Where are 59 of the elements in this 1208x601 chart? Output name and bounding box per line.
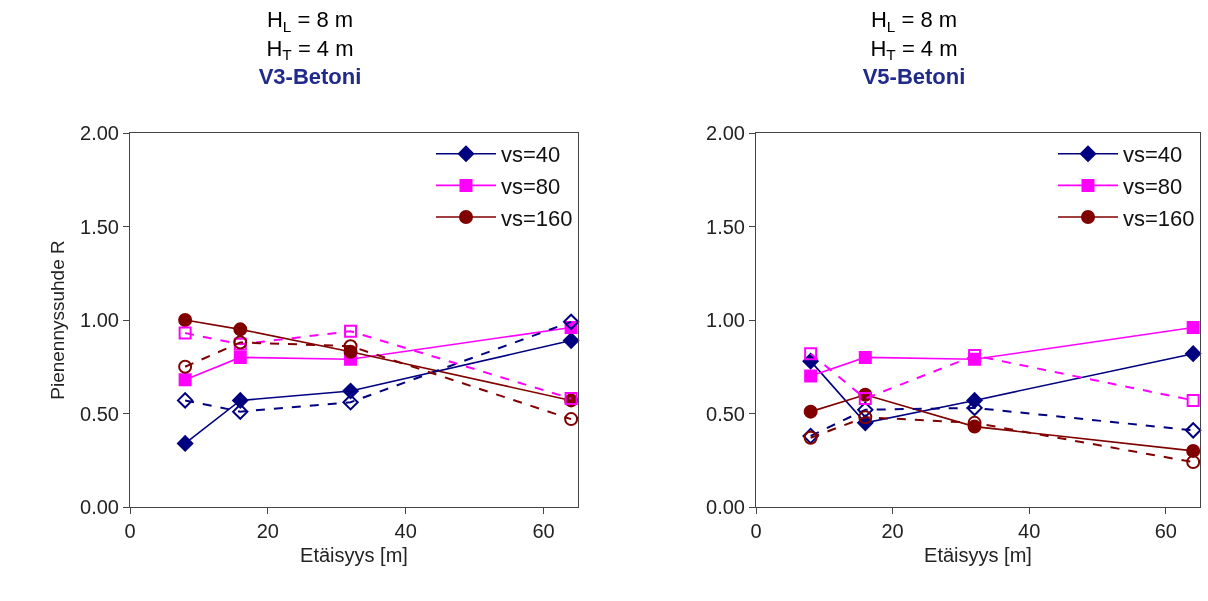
chart-subtitle: V3-Betoni bbox=[258, 64, 362, 90]
x-tick-label: 0 bbox=[750, 520, 762, 542]
point bbox=[342, 382, 359, 400]
x-tick-label: 40 bbox=[1018, 520, 1041, 542]
point bbox=[233, 322, 248, 337]
point bbox=[176, 435, 194, 452]
x-axis-title: Etäisyys [m] bbox=[924, 543, 1032, 566]
point bbox=[1185, 345, 1202, 362]
y-tick-label: 1.50 bbox=[80, 215, 119, 238]
x-axis-title: Etäisyys [m] bbox=[300, 543, 408, 566]
point bbox=[178, 326, 192, 340]
point bbox=[1185, 422, 1202, 439]
legend-label: vs=80 bbox=[1123, 173, 1183, 199]
point bbox=[857, 401, 874, 418]
point bbox=[178, 313, 193, 327]
x-tick-label: 60 bbox=[532, 520, 555, 542]
point bbox=[858, 350, 872, 364]
chart-title: H$_{L}$ = 8 m H$_{T}$ = 4 m bbox=[870, 7, 958, 64]
x-tick-label: 20 bbox=[881, 520, 904, 542]
point bbox=[858, 392, 872, 406]
y-tick-label: 2.00 bbox=[80, 122, 119, 144]
y-tick-label: 0.00 bbox=[706, 496, 745, 518]
point bbox=[1186, 443, 1201, 458]
x-tick-label: 0 bbox=[124, 520, 136, 542]
chart-subtitle: V5-Betoni bbox=[862, 64, 966, 90]
point bbox=[804, 369, 818, 383]
point bbox=[1186, 320, 1200, 334]
point bbox=[344, 324, 358, 338]
y-tick-label: 0.50 bbox=[706, 402, 745, 425]
point bbox=[562, 332, 580, 349]
y-tick-label: 1.00 bbox=[706, 309, 745, 331]
point bbox=[858, 410, 873, 425]
y-axis-title: Pienennyssuhde R bbox=[46, 240, 68, 400]
chart-title: H$_{L}$ = 8 m H$_{T}$ = 4 m bbox=[266, 7, 354, 64]
x-tick-label: 60 bbox=[1154, 520, 1177, 542]
point bbox=[342, 394, 359, 411]
y-tick-label: 0.50 bbox=[80, 402, 119, 425]
point bbox=[803, 404, 818, 419]
y-tick-label: 1.00 bbox=[80, 309, 119, 331]
legend-label: vs=40 bbox=[1123, 142, 1183, 168]
point bbox=[178, 373, 192, 387]
point bbox=[1186, 393, 1200, 407]
y-tick-label: 1.50 bbox=[706, 215, 745, 238]
legend-label: vs=80 bbox=[501, 173, 561, 199]
point bbox=[1186, 455, 1201, 470]
y-tick-label: 2.00 bbox=[706, 122, 745, 144]
point bbox=[804, 347, 818, 361]
y-tick-label: 0.00 bbox=[80, 496, 119, 518]
point bbox=[232, 392, 249, 409]
point bbox=[233, 350, 247, 364]
legend-label: vs=160 bbox=[501, 205, 573, 231]
point bbox=[562, 313, 580, 331]
point bbox=[564, 412, 579, 427]
point bbox=[178, 359, 193, 374]
legend-label: vs=160 bbox=[1123, 205, 1195, 231]
x-tick-label: 40 bbox=[394, 520, 417, 542]
x-tick-label: 20 bbox=[256, 520, 279, 542]
point bbox=[176, 392, 194, 409]
legend-label: vs=40 bbox=[501, 142, 561, 168]
